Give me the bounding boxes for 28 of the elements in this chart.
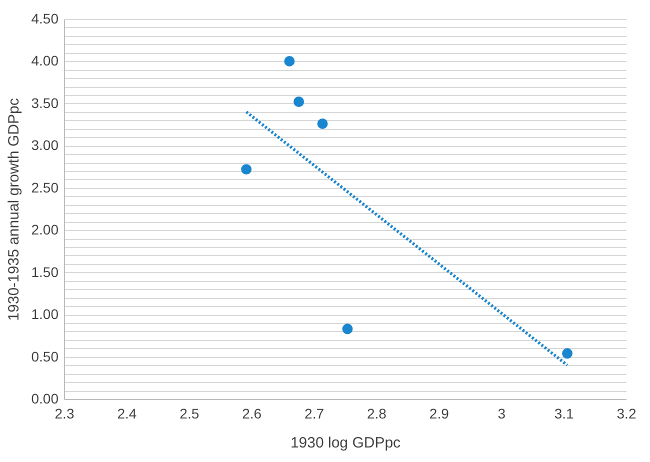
point — [317, 118, 328, 129]
x-tick-label: 2.4 — [117, 406, 137, 422]
x-tick-label: 2.5 — [180, 406, 200, 422]
x-tick-label: 3.1 — [554, 406, 574, 422]
y-tick-label: 3.50 — [31, 94, 59, 111]
y-axis-title: 1930-1935 annual growth GDPpc — [5, 98, 22, 321]
point — [241, 164, 252, 175]
y-tick-label: 2.00 — [31, 222, 59, 238]
y-tick-label: 3.00 — [31, 137, 59, 154]
y-tick-label: 4.50 — [31, 10, 59, 26]
y-tick-label: 1.50 — [31, 264, 59, 280]
point — [562, 348, 573, 359]
y-tick-label: 2.50 — [31, 179, 59, 196]
point — [294, 96, 304, 107]
y-tick-label: 4.00 — [31, 52, 59, 69]
x-tick-label: 2.9 — [429, 406, 450, 422]
y-tick-label: 0.00 — [31, 390, 59, 406]
point — [284, 56, 295, 66]
y-tick-label: 1.00 — [31, 306, 59, 322]
x-tick-label: 2.7 — [304, 406, 324, 422]
x-axis-title: 1930 log GDPpc — [290, 434, 402, 452]
x-tick-label: 2.3 — [54, 406, 74, 422]
y-tick-label: 0.50 — [31, 348, 59, 364]
x-tick-label: 2.6 — [242, 406, 262, 422]
x-tick-label: 2.8 — [366, 406, 387, 422]
point — [342, 324, 353, 334]
x-tick-label: 3.2 — [616, 406, 636, 422]
x-tick-label: 3 — [498, 406, 506, 422]
